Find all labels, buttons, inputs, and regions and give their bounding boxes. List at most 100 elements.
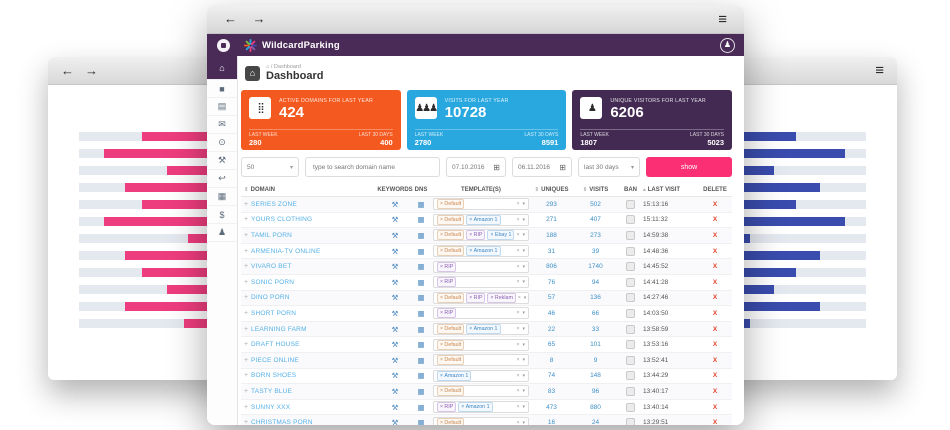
dns-icon[interactable]: ▦ (417, 293, 425, 303)
page-size-select[interactable]: 50 ▾ (241, 157, 299, 177)
sidebar-item-home[interactable]: ⌂ (207, 56, 237, 80)
ban-checkbox[interactable] (626, 246, 635, 256)
domain-link[interactable]: SHORT PORN (251, 309, 297, 317)
uniques-value[interactable]: 57 (547, 294, 556, 302)
dns-icon[interactable]: ▦ (417, 418, 425, 425)
uniques-value[interactable]: 22 (547, 325, 556, 333)
template-select[interactable]: × Default × ▾ (433, 416, 529, 425)
chevron-down-icon[interactable]: ▾ (522, 279, 525, 286)
domain-link[interactable]: BORN SHOES (251, 372, 297, 380)
uniques-value[interactable]: 65 (547, 341, 556, 349)
visits-value[interactable]: 39 (591, 247, 600, 255)
visits-value[interactable]: 148 (590, 372, 601, 380)
sidebar-item-grid[interactable]: ▦ (207, 188, 237, 206)
ban-checkbox[interactable] (626, 199, 635, 209)
row-expander[interactable]: + (243, 263, 249, 271)
wrench-icon[interactable]: ⚒ (391, 199, 399, 209)
back-arrow-icon[interactable]: ← (224, 11, 237, 26)
sidebar-item-mail[interactable]: ✉ (207, 116, 237, 134)
clear-icon[interactable]: × (516, 232, 520, 239)
forward-arrow-icon[interactable]: → (252, 11, 266, 26)
visits-value[interactable]: 880 (590, 403, 601, 411)
ban-checkbox[interactable] (626, 230, 635, 240)
visits-value[interactable]: 407 (590, 216, 601, 224)
clear-icon[interactable]: × (516, 372, 520, 379)
uniques-value[interactable]: 83 (547, 387, 556, 395)
template-select[interactable]: × RIP × ▾ (433, 276, 529, 289)
tag-remove-icon[interactable]: × (440, 326, 443, 333)
uniques-value[interactable]: 46 (547, 309, 556, 317)
date-from-field[interactable]: 07.10.2016 ⊞ (446, 157, 506, 177)
dns-icon[interactable]: ▦ (417, 340, 425, 350)
chevron-down-icon[interactable]: ▾ (522, 216, 525, 223)
date-to-field[interactable]: 06.11.2016 ⊞ (512, 157, 572, 177)
dns-icon[interactable]: ▦ (417, 230, 425, 240)
tag-remove-icon[interactable]: × (440, 232, 443, 239)
tag-remove-icon[interactable]: × (440, 263, 443, 270)
template-select[interactable]: × Default × Amazon 1 × ▾ (433, 323, 529, 336)
uniques-value[interactable]: 76 (547, 278, 556, 286)
wrench-icon[interactable]: ⚒ (391, 340, 399, 350)
domain-link[interactable]: TAMIL PORN (251, 231, 293, 239)
chevron-down-icon[interactable]: ▾ (522, 372, 525, 379)
template-select[interactable]: × Default × ▾ (433, 198, 529, 211)
wrench-icon[interactable]: ⚒ (391, 386, 399, 396)
clear-icon[interactable]: × (516, 326, 520, 333)
ban-checkbox[interactable] (626, 262, 635, 272)
ban-checkbox[interactable] (626, 324, 635, 334)
clear-icon[interactable]: × (516, 388, 520, 395)
uniques-value[interactable]: 188 (546, 231, 557, 239)
template-select[interactable]: × Default × Amazon 1 × ▾ (433, 245, 529, 258)
column-header-last_visit[interactable]: ▴ LAST VISIT (643, 187, 698, 193)
tag-remove-icon[interactable]: × (440, 294, 443, 301)
sidebar-toggle-icon[interactable] (217, 38, 230, 52)
uniques-value[interactable]: 16 (547, 419, 556, 425)
delete-button[interactable]: X (712, 294, 718, 302)
visits-value[interactable]: 66 (591, 309, 600, 317)
sidebar-item-list[interactable]: ▤ (207, 98, 237, 116)
domain-link[interactable]: DINO PORN (251, 294, 290, 302)
dns-icon[interactable]: ▦ (417, 386, 425, 396)
delete-button[interactable]: X (712, 387, 718, 395)
date-range-select[interactable]: last 30 days ▾ (578, 157, 640, 177)
chevron-down-icon[interactable]: ▾ (522, 232, 525, 239)
row-expander[interactable]: + (243, 419, 249, 425)
domain-link[interactable]: CHRISTMAS PORN (251, 419, 313, 425)
clear-icon[interactable]: × (516, 216, 520, 223)
visits-value[interactable]: 502 (590, 200, 601, 208)
chevron-down-icon[interactable]: ▾ (522, 326, 525, 333)
row-expander[interactable]: + (243, 216, 249, 224)
dns-icon[interactable]: ▦ (417, 215, 425, 225)
wrench-icon[interactable]: ⚒ (391, 324, 399, 334)
chevron-down-icon[interactable]: ▾ (523, 294, 527, 301)
clear-icon[interactable]: × (516, 310, 520, 317)
column-header-domain[interactable]: ⇕ DOMAIN (241, 187, 380, 193)
wrench-icon[interactable]: ⚒ (391, 293, 399, 303)
ban-checkbox[interactable] (626, 355, 635, 365)
back-arrow-icon[interactable]: ← (61, 63, 74, 78)
sidebar-item-briefcase[interactable]: ■ (207, 80, 237, 98)
dns-icon[interactable]: ▦ (417, 262, 425, 272)
uniques-value[interactable]: 473 (546, 403, 557, 411)
chevron-down-icon[interactable]: ▾ (522, 388, 525, 395)
hamburger-menu-icon[interactable]: ≡ (875, 62, 884, 79)
sidebar-item-billing[interactable]: $ (207, 206, 237, 224)
hamburger-menu-icon[interactable]: ≡ (718, 10, 727, 28)
clear-icon[interactable]: × (516, 404, 520, 411)
row-expander[interactable]: + (243, 325, 249, 333)
visits-value[interactable]: 9 (593, 356, 598, 364)
domain-link[interactable]: TASTY BLUE (251, 387, 293, 395)
sidebar-item-tools[interactable]: ⚒ (207, 152, 237, 170)
delete-button[interactable]: X (712, 263, 718, 271)
template-select[interactable]: × Default × Amazon 1 × ▾ (433, 213, 529, 226)
tag-remove-icon[interactable]: × (440, 279, 443, 286)
row-expander[interactable]: + (243, 372, 249, 380)
wrench-icon[interactable]: ⚒ (391, 308, 399, 318)
template-select[interactable]: × Default × RIP × Reklam × ▾ (433, 291, 529, 304)
visits-value[interactable]: 101 (590, 341, 601, 349)
domain-link[interactable]: DRAFT HOUSE (251, 341, 300, 349)
domain-link[interactable]: ARMENIA-TV ONLINE (251, 247, 321, 255)
breadcrumb-home-icon[interactable]: ⌂ (266, 63, 270, 70)
visits-value[interactable]: 273 (590, 231, 601, 239)
sidebar-item-user[interactable]: ♟ (207, 224, 237, 242)
